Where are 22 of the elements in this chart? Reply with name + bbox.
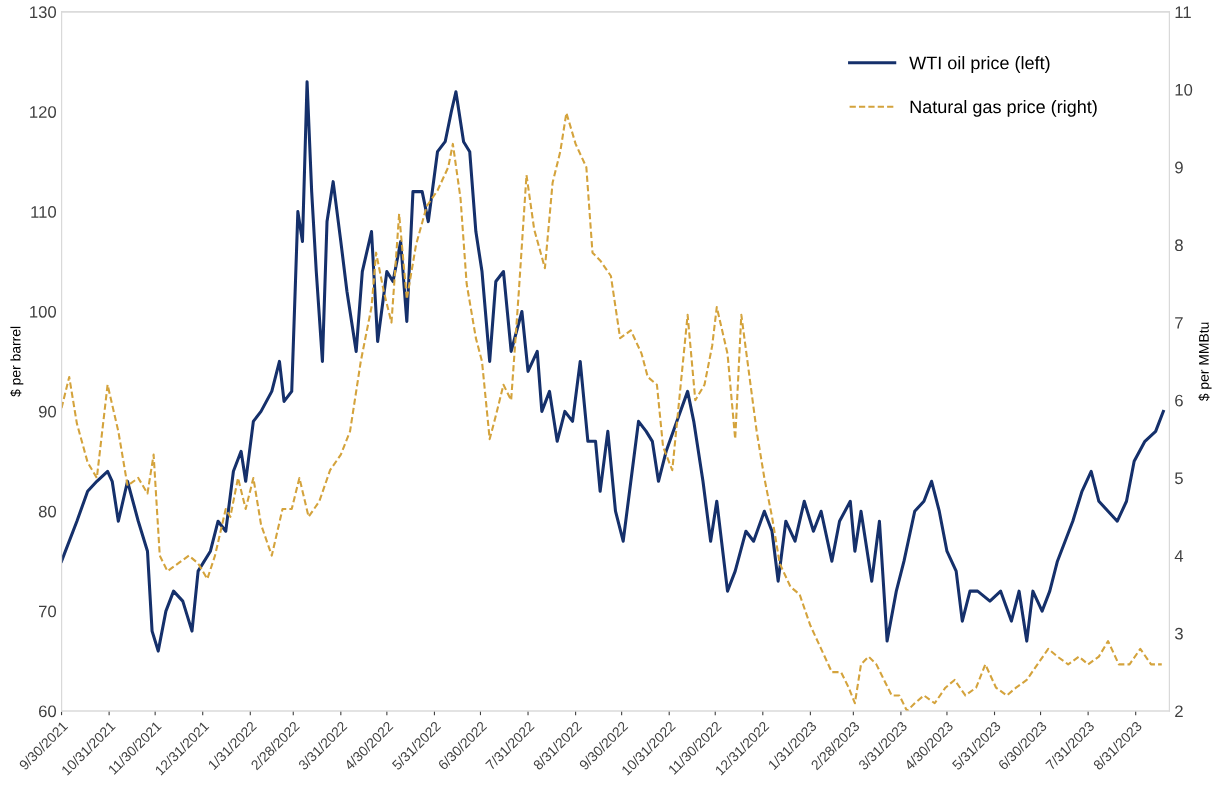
y-tick-label: 70 [39,605,57,618]
y2-tick-label: 7 [1175,317,1183,329]
y-tick-label: 130 [30,6,57,19]
y-tick-label: 120 [30,106,57,118]
y-tick-label: 80 [38,505,57,518]
y2-tick-label: 2 [1175,705,1183,718]
y2-axis-title: $ per MMBtu [1198,322,1212,402]
y2-tick-label: 5 [1174,472,1183,485]
legend-label: WTI oil price (left) [909,56,1050,73]
y-tick-label: 60 [39,705,57,718]
y2-tick-label: 6 [1175,394,1183,407]
y2-tick-label: 8 [1175,239,1183,252]
y-tick-label: 100 [30,305,57,318]
y-axis-title: $ per barrel [10,326,24,397]
y2-tick-label: 9 [1175,161,1183,174]
y2-tick-label: 11 [1175,6,1191,18]
legend-label: Natural gas price (right) [910,99,1097,117]
y2-tick-label: 3 [1174,627,1183,640]
y2-tick-label: 10 [1175,83,1193,96]
y-tick-label: 90 [38,405,57,418]
y-tick-label: 110 [31,206,57,218]
y2-tick-label: 4 [1174,550,1184,562]
